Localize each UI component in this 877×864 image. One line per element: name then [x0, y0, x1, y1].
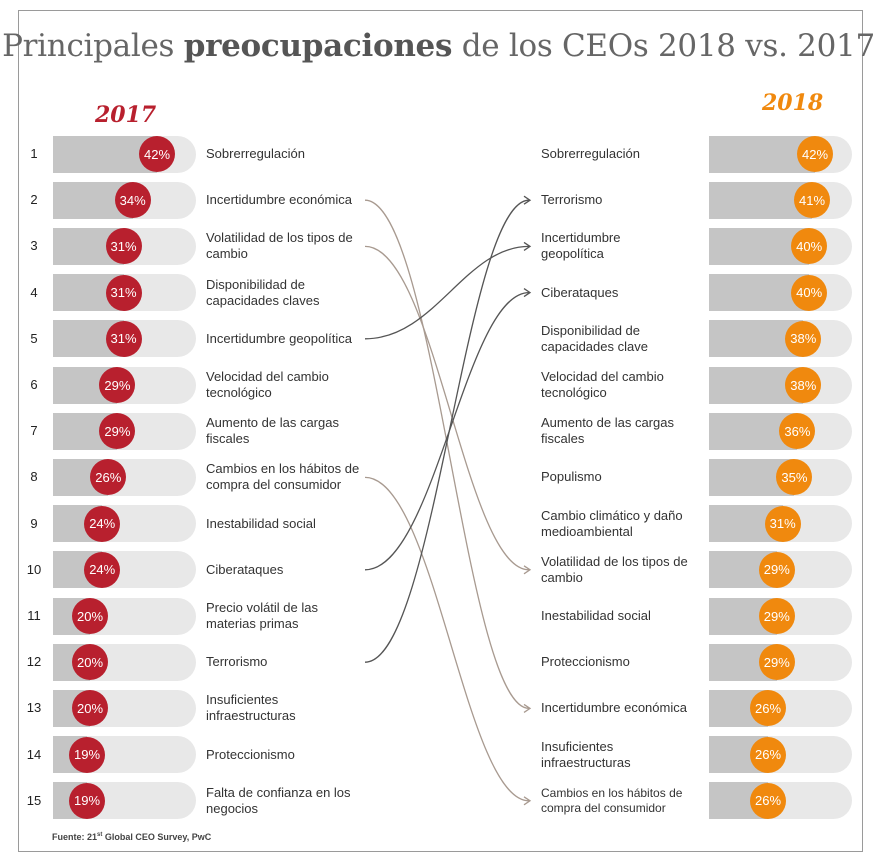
rank-number: 7: [30, 423, 38, 439]
title-bold: preocupaciones: [183, 28, 453, 64]
year-2017-label: 2017: [95, 102, 157, 128]
left-concern-label: Incertidumbre geopolítica: [206, 330, 352, 346]
right-concern-label: Ciberataques: [541, 284, 619, 300]
right-value-circle: 26%: [750, 782, 786, 819]
rank-number: 11: [27, 608, 41, 623]
left-concern-label: Aumento de las cargas fiscales: [206, 415, 339, 447]
right-value-circle: 38%: [785, 367, 822, 403]
right-value-circle: 31%: [764, 505, 801, 542]
connector-arrowhead: [523, 195, 532, 205]
right-concern-label: Inestabilidad social: [541, 608, 651, 623]
rank-number: 8: [30, 469, 38, 485]
source-suffix: Global CEO Survey, PwC: [102, 832, 212, 842]
left-concern-label: Incertidumbre económica: [206, 192, 352, 208]
right-concern-label: Disponibilidad de capacidades clave: [541, 322, 648, 354]
right-value-circle: 29%: [758, 551, 795, 588]
left-concern-label: Terrorismo: [206, 654, 268, 670]
chart-title: Principales preocupaciones de los CEOs 2…: [0, 28, 877, 64]
rank-number: 6: [30, 377, 38, 392]
year-2018-label: 2018: [762, 90, 824, 116]
left-concern-label: Precio volátil de las materias primas: [206, 600, 318, 631]
right-value-circle: 29%: [758, 644, 795, 681]
right-value-circle: 40%: [791, 228, 828, 265]
left-concern-label: Cambios en los hábitos de compra del cons…: [206, 461, 360, 493]
left-value-circle: 31%: [105, 320, 142, 357]
left-value-circle: 29%: [99, 367, 136, 403]
right-value-circle: 26%: [750, 690, 786, 727]
right-value-circle: 42%: [797, 136, 833, 172]
right-concern-label: Aumento de las cargas fiscales: [541, 415, 674, 447]
source-prefix: Fuente: 21: [52, 832, 98, 842]
left-concern-label: Velocidad del cambio tecnológico: [206, 369, 329, 400]
left-concern-label: Ciberataques: [206, 561, 284, 577]
connector-line: [364, 476, 530, 802]
rank-number: 10: [26, 561, 42, 577]
right-value-circle: 26%: [750, 736, 786, 773]
left-value-circle: 20%: [72, 690, 109, 727]
left-value-circle: 26%: [90, 459, 127, 496]
rank-number: 14: [26, 746, 42, 762]
source-sup: st: [97, 832, 103, 838]
left-value-circle: 31%: [105, 274, 142, 311]
rank-number: 9: [30, 515, 38, 531]
right-concern-label: Insuficientes infraestructuras: [541, 738, 631, 770]
right-value-circle: 35%: [776, 459, 813, 496]
right-concern-label: Populismo: [541, 469, 602, 485]
left-value-circle: 20%: [72, 644, 109, 681]
rank-number: 12: [26, 654, 42, 670]
left-value-circle: 19%: [69, 736, 105, 773]
connector-line: [364, 199, 530, 710]
rank-number: 15: [26, 792, 42, 808]
right-concern-label: Volatilidad de los tipos de cambio: [541, 553, 688, 585]
right-value-circle: 40%: [791, 274, 828, 311]
connector-line: [364, 199, 530, 663]
rank-number: 13: [26, 700, 42, 716]
connector-arrowhead: [523, 796, 532, 806]
left-value-circle: 24%: [84, 551, 121, 588]
right-concern-label: Incertidumbre geopolítica: [541, 230, 621, 262]
right-concern-label: Proteccionismo: [541, 654, 630, 670]
rank-number: 2: [30, 192, 38, 208]
connector-line: [364, 245, 530, 340]
left-concern-label: Insuficientes infraestructuras: [206, 692, 296, 724]
right-concern-label: Cambio climático y daño medioambiental: [541, 507, 683, 539]
source-note: Fuente: 21st Global CEO Survey, PwC: [52, 832, 211, 842]
left-value-circle: 24%: [84, 505, 121, 542]
left-concern-label: Volatilidad de los tipos de cambio: [206, 230, 353, 262]
right-value-circle: 38%: [785, 320, 822, 357]
left-value-circle: 29%: [99, 413, 136, 450]
connector-arrowhead: [523, 288, 532, 298]
right-value-circle: 41%: [794, 182, 831, 219]
connector-line: [364, 245, 530, 571]
title-part2: de los CEOs 2018 vs. 2017: [452, 28, 875, 64]
left-value-circle: 42%: [139, 136, 175, 172]
left-concern-label: Inestabilidad social: [206, 515, 316, 531]
rank-number: 3: [30, 238, 38, 254]
connector-arrowhead: [523, 565, 532, 575]
connector-arrowhead: [523, 703, 532, 713]
left-value-circle: 34%: [114, 182, 151, 219]
left-concern-label: Falta de confianza en los negocios: [206, 784, 351, 816]
right-value-circle: 36%: [779, 413, 816, 450]
connector-arrowhead: [523, 241, 532, 251]
left-value-circle: 31%: [105, 228, 142, 265]
right-concern-label: Velocidad del cambio tecnológico: [541, 369, 664, 400]
rank-number: 1: [30, 146, 38, 161]
left-value-circle: 20%: [72, 598, 109, 634]
right-concern-label: Incertidumbre económica: [541, 700, 687, 716]
right-concern-label: Terrorismo: [541, 192, 603, 208]
right-concern-label: Cambios en los hábitos de compra del cons…: [541, 785, 683, 815]
title-part1: Principales: [2, 28, 184, 64]
left-concern-label: Proteccionismo: [206, 746, 295, 762]
rank-number: 4: [30, 284, 38, 300]
rank-number: 5: [30, 330, 38, 346]
right-concern-label: Sobrerregulación: [541, 146, 641, 161]
left-value-circle: 19%: [69, 782, 105, 819]
left-concern-label: Sobrerregulación: [206, 146, 306, 161]
right-value-circle: 29%: [758, 598, 795, 634]
left-concern-label: Disponibilidad de capacidades claves: [206, 276, 320, 308]
